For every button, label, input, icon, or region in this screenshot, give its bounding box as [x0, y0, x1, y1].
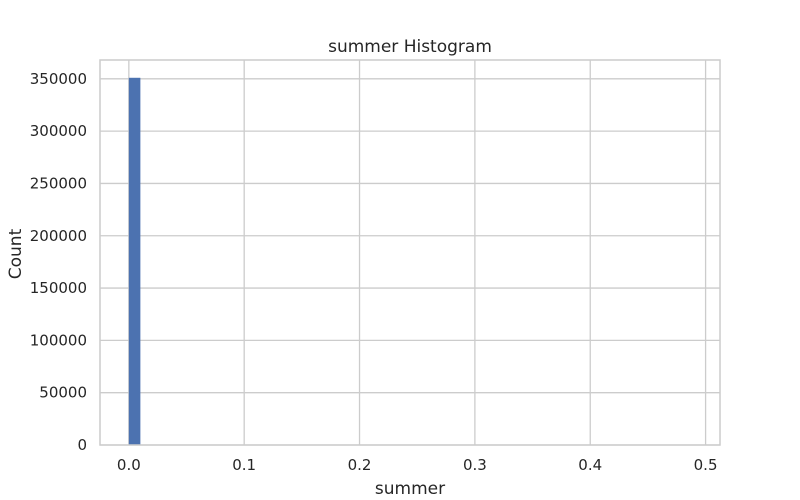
y-tick-labels: 0 50000 100000 150000 200000 250000 300000 3500…	[30, 70, 87, 454]
x-tick-label: 0.0	[117, 456, 141, 474]
y-tick-label: 0	[77, 436, 87, 454]
x-axis-title: summer	[375, 479, 445, 499]
x-tick-label: 0.5	[694, 456, 718, 474]
x-tick-label: 0.3	[463, 456, 487, 474]
y-axis-title: Count	[6, 228, 26, 279]
histogram-bar	[128, 77, 141, 445]
plot-frame	[99, 59, 721, 446]
y-tick-label: 100000	[30, 331, 87, 349]
y-tick-label: 50000	[39, 384, 87, 402]
y-tick-label: 250000	[30, 174, 87, 192]
x-tick-label: 0.2	[348, 456, 372, 474]
y-tick-label: 200000	[30, 227, 87, 245]
chart-title: summer Histogram	[328, 37, 492, 57]
x-tick-label: 0.1	[232, 456, 256, 474]
grid-lines	[100, 60, 720, 446]
y-tick-label: 350000	[30, 70, 87, 88]
x-tick-labels: 0.0 0.1 0.2 0.3 0.4 0.5	[117, 456, 718, 474]
x-tick-label: 0.4	[578, 456, 602, 474]
y-tick-label: 300000	[30, 122, 87, 140]
histogram-bars	[128, 77, 141, 445]
y-tick-label: 150000	[30, 279, 87, 297]
